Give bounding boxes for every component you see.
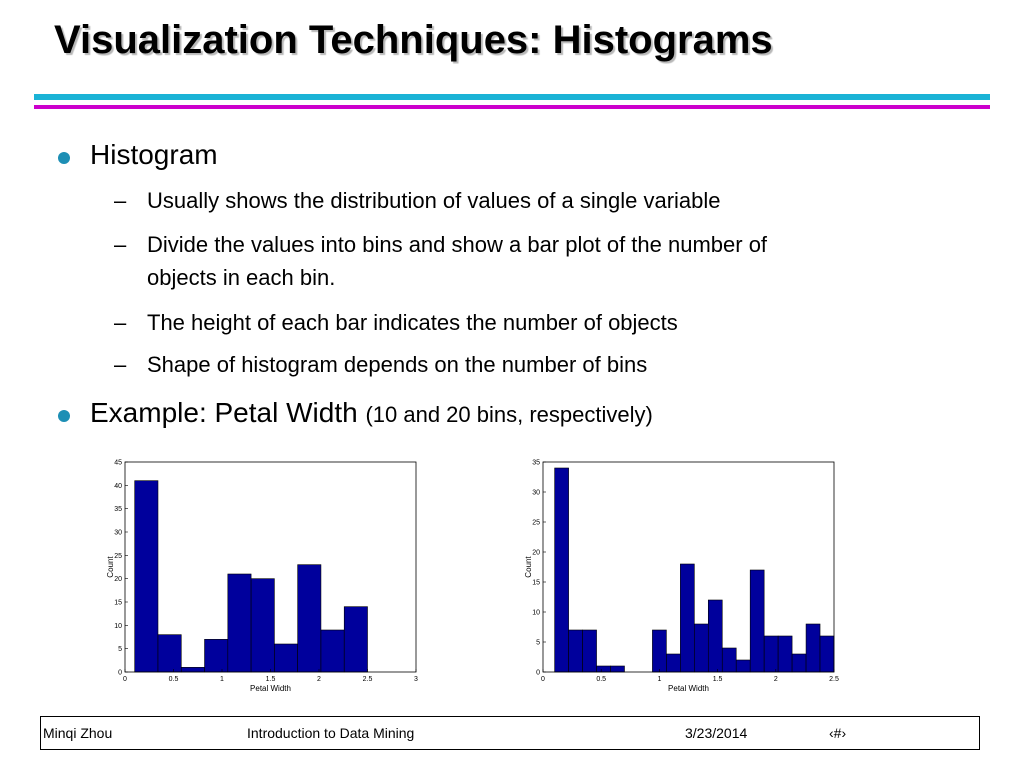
histogram-bar [204,639,229,673]
dash-icon: – [114,352,127,377]
x-tick-label: 0 [541,676,545,683]
histogram-bar [721,647,737,673]
y-tick-label: 10 [114,623,122,630]
dash-icon: – [114,310,127,335]
footer-page-number: ‹#› [829,725,847,741]
y-tick-label: 40 [114,483,122,490]
histogram-bar [554,467,569,673]
histogram-20-bins: 0 5 10 15 20 25 30 35 0 0.5 1 1.5 2 2.5 Petal Width Cou… [524,460,839,693]
bullet-note: (10 and 20 bins, respectively) [365,402,653,427]
x-tick-label: 2.5 [363,676,373,683]
plot-frame [542,461,835,673]
y-tick-label: 0 [118,670,122,677]
x-tick-label: 0.5 [169,676,179,683]
y-tick-label: 0 [536,670,540,677]
title-rule-cyan [34,94,990,100]
histogram-bar [568,629,583,673]
sub-bullet: – The height of each bar indicates the n… [114,306,994,339]
y-tick-label: 45 [114,460,122,467]
histogram-bar [763,635,779,673]
histogram-10-bins: 0 5 10 15 20 25 30 35 40 45 0 0.5 1 1.5 2 2.5 3 Petal Wid… [106,460,418,693]
histogram-bar [749,569,765,673]
footer-author: Minqi Zhou [43,725,113,741]
y-tick-label: 25 [532,520,540,527]
histogram-bar [652,629,667,673]
bullet-histogram: Histogram [58,138,218,172]
histogram-bar [610,665,625,673]
histogram-bar [777,635,793,673]
x-tick-label: 2 [774,676,778,683]
x-tick-label: 1 [657,676,661,683]
bullet-example: Example: Petal Width (10 and 20 bins, re… [58,396,653,432]
y-tick-label: 5 [536,640,540,647]
y-tick-label: 10 [532,610,540,617]
y-tick-label: 15 [532,580,540,587]
x-tick-label: 0 [123,676,127,683]
histogram-bar [157,634,182,673]
sub-bullet-line: objects in each bin. [147,265,336,290]
histogram-bar [666,653,681,673]
y-tick-label: 25 [114,553,122,560]
y-tick-label: 5 [118,646,122,653]
sub-bullet: – Usually shows the distribution of valu… [114,184,994,217]
histogram-bar [819,635,835,673]
bullet-dot-icon [58,410,70,422]
y-tick-label: 20 [532,550,540,557]
dash-icon: – [114,188,127,213]
sub-bullet: – Divide the values into bins and show a… [114,228,994,294]
histogram-bar [805,623,821,673]
dash-icon: – [114,232,127,257]
histogram-bar [227,573,252,673]
sub-bullet: – Shape of histogram depends on the numb… [114,348,994,381]
y-tick-label: 20 [114,576,122,583]
y-tick-label: 30 [114,530,122,537]
y-axis-label: Count [106,556,115,578]
histogram-bar [694,623,709,673]
x-tick-label: 1.5 [266,676,276,683]
slide-footer: Minqi Zhou Introduction to Data Mining 3… [40,716,980,750]
footer-date: 3/23/2014 [685,725,748,741]
histogram-bar [250,578,275,673]
footer-course: Introduction to Data Mining [247,725,415,741]
x-tick-label: 1 [220,676,224,683]
y-tick-label: 35 [532,460,540,467]
histogram-bar [791,653,807,673]
x-tick-label: 3 [414,676,418,683]
sub-bullet-line: Divide the values into bins and show a b… [147,232,768,257]
bullet-text: Histogram [90,139,218,170]
slide-title: Visualization Techniques: Histograms [54,18,773,62]
x-tick-label: 0.5 [596,676,606,683]
sub-bullet-text: The height of each bar indicates the num… [147,310,678,335]
title-rule-magenta [34,105,990,109]
histogram-bar [707,599,723,673]
histogram-bar [735,659,751,673]
histogram-bar [134,480,159,673]
bullet-dot-icon [58,152,70,164]
sub-bullet-text: Divide the values into bins and show a b… [147,228,767,294]
x-axis-label: Petal Width [250,684,291,692]
histogram-bar [596,665,611,673]
histogram-bar [680,563,695,673]
histogram-bar [297,564,322,673]
y-tick-label: 35 [114,506,122,513]
histogram-bar [274,643,298,673]
bullet-main-text: Example: Petal Width [90,397,358,428]
x-tick-label: 2 [317,676,321,683]
y-tick-label: 30 [532,490,540,497]
y-axis-label: Count [524,556,533,578]
x-tick-label: 2.5 [829,676,839,683]
x-tick-label: 1.5 [713,676,723,683]
bullet-text: Example: Petal Width (10 and 20 bins, re… [90,396,653,432]
x-axis-label: Petal Width [668,684,709,692]
histogram-bar [343,606,368,673]
histogram-bar [320,629,345,673]
y-tick-label: 15 [114,600,122,607]
histogram-bar [180,667,205,673]
sub-bullet-text: Shape of histogram depends on the number… [147,352,648,377]
sub-bullet-text: Usually shows the distribution of values… [147,188,721,213]
histogram-bar [582,629,597,673]
